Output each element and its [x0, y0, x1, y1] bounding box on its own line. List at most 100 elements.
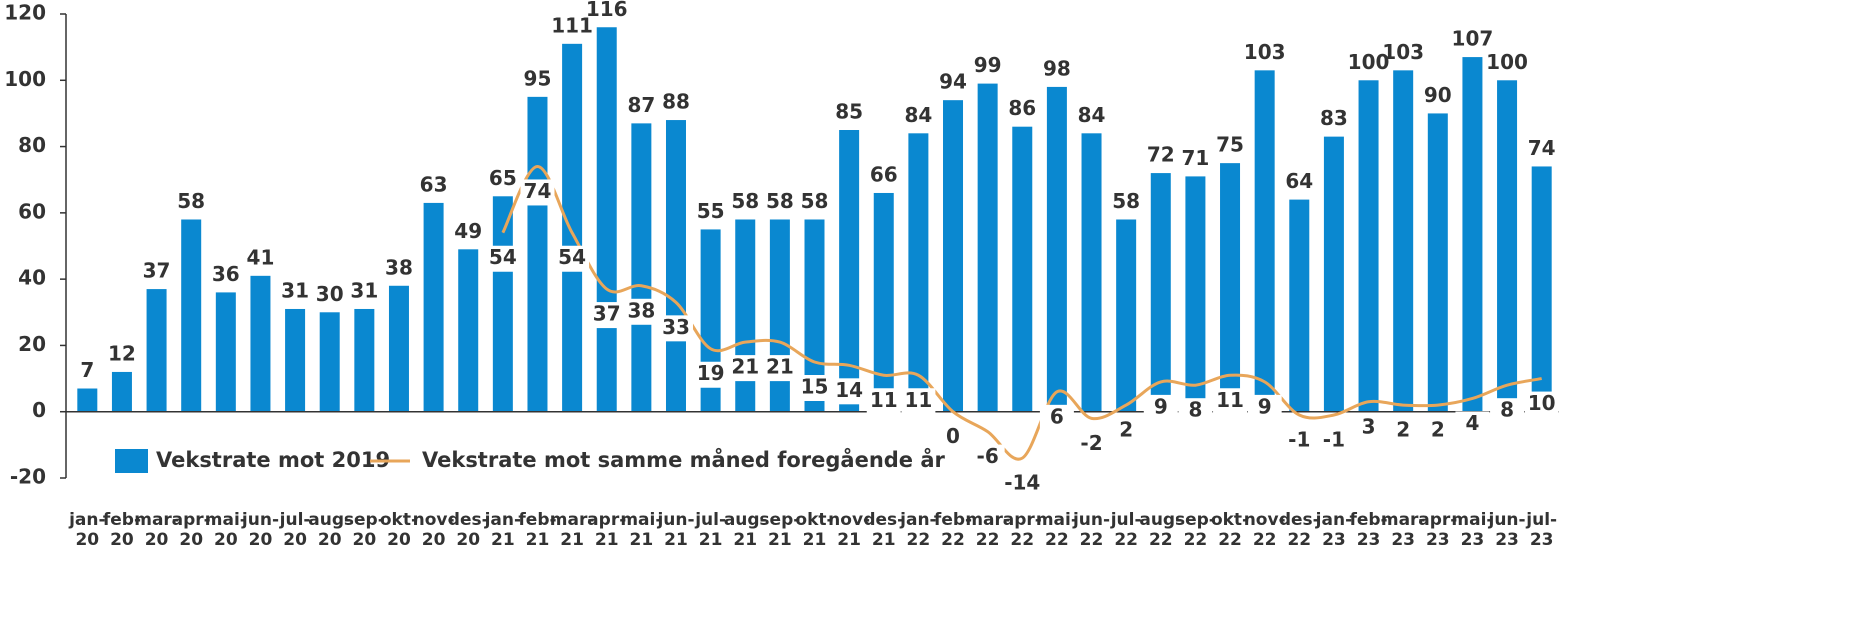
x-tick-part: jul- [279, 510, 311, 530]
bar-label: 58 [1112, 189, 1140, 213]
bar-label: 84 [1078, 103, 1106, 127]
line-label: 9 [1154, 394, 1168, 418]
line-label: 14 [835, 378, 863, 402]
x-tick-part: 21 [560, 530, 584, 550]
bar [1254, 70, 1275, 412]
x-tick-part: 20 [422, 530, 446, 550]
bar [665, 120, 686, 412]
bar-label: 103 [1244, 40, 1286, 64]
line-label-bg [901, 388, 936, 415]
x-tick-label: okt-22 [1211, 510, 1249, 550]
bar-label: 31 [350, 278, 378, 302]
bar-label: 12 [108, 341, 136, 365]
bar [77, 388, 98, 412]
line-label-bg [520, 179, 555, 206]
bar [423, 202, 444, 412]
x-tick-label: okt-20 [380, 510, 418, 550]
bar-label: 85 [835, 100, 863, 124]
x-tick-label: feb-22 [934, 510, 972, 550]
x-tick-part: 21 [837, 530, 861, 550]
x-tick-part: jul- [694, 510, 726, 530]
x-tick-label: apr-22 [1003, 510, 1042, 550]
bar [458, 249, 479, 412]
bar [873, 192, 894, 412]
x-tick-label: apr-20 [172, 510, 211, 550]
bar [250, 275, 271, 412]
bar-label: 30 [316, 282, 344, 306]
bar-label: 75 [1216, 133, 1244, 157]
legend-swatch [115, 449, 148, 473]
x-tick-label: nov-21 [828, 510, 870, 550]
x-tick-part: 22 [1080, 530, 1104, 550]
line-label: 2 [1431, 418, 1445, 442]
x-tick-part: sep- [1175, 510, 1216, 530]
line-label-bg [1490, 398, 1525, 425]
x-tick-part: jan- [1315, 510, 1352, 530]
line-label: 8 [1500, 398, 1514, 422]
y-tick-label: 120 [4, 1, 46, 25]
x-tick-part: apr- [172, 510, 211, 530]
x-tick-label: sep-22 [1175, 510, 1216, 550]
x-tick-label: des-21 [863, 510, 904, 550]
x-tick-part: 21 [699, 530, 723, 550]
line-label-bg [1039, 404, 1074, 431]
x-tick-part: jan- [484, 510, 521, 530]
x-tick-label: mai-23 [1451, 510, 1493, 550]
x-tick-label: mar-20 [134, 510, 179, 550]
bar-label: 66 [870, 162, 898, 186]
bar-label: 84 [904, 103, 932, 127]
bar-label: 71 [1181, 146, 1209, 170]
x-tick-part: mai- [620, 510, 662, 530]
bar [735, 219, 756, 412]
x-tick-part: sep- [759, 510, 800, 530]
line-label: 33 [662, 315, 690, 339]
line-label: 19 [697, 361, 725, 385]
line-label-bg [1213, 388, 1248, 415]
bar-label: 74 [1528, 136, 1556, 160]
bar-label: 58 [801, 189, 829, 213]
x-tick-part: mar- [965, 510, 1010, 530]
x-tick-part: 21 [491, 530, 515, 550]
x-tick-label: mar-23 [1381, 510, 1426, 550]
line-label: 2 [1396, 418, 1410, 442]
line-label-bg [1316, 428, 1351, 455]
bar [1427, 113, 1448, 412]
y-tick-label: 0 [32, 398, 46, 422]
x-tick-label: feb-21 [518, 510, 556, 550]
bar [908, 133, 929, 412]
y-tick-label: 60 [18, 199, 46, 223]
x-tick-label: nov-22 [1244, 510, 1286, 550]
x-tick-label: aug-21 [724, 510, 767, 550]
x-tick-part: 21 [595, 530, 619, 550]
bar [527, 96, 548, 412]
x-tick-label: jul-20 [279, 510, 311, 550]
line-label-bg [1109, 418, 1144, 445]
bar [1185, 176, 1206, 412]
x-tick-part: 22 [941, 530, 965, 550]
x-tick-part: nov- [413, 510, 455, 530]
line-label-bg [970, 444, 1005, 471]
bar-label: 65 [489, 166, 517, 190]
line-label: 37 [593, 302, 621, 326]
x-tick-part: jun- [1072, 510, 1110, 530]
x-tick-part: 20 [249, 530, 273, 550]
line-label: 6 [1050, 404, 1064, 428]
line-label-bg [1005, 471, 1040, 498]
bar [1323, 136, 1344, 412]
bar-label: 94 [939, 70, 967, 94]
line-label-bg [658, 315, 693, 342]
bar-label: 63 [420, 172, 448, 196]
y-tick-label: 20 [18, 332, 46, 356]
x-tick-label: jul-21 [694, 510, 726, 550]
line [501, 164, 1542, 461]
bar [1289, 199, 1310, 412]
bar [1462, 57, 1483, 412]
bar [1150, 173, 1171, 412]
x-tick-label: apr-23 [1418, 510, 1457, 550]
line-label: -14 [1004, 471, 1040, 495]
line-label: 21 [731, 355, 759, 379]
bar [839, 130, 860, 412]
x-tick-part: feb- [1349, 510, 1387, 530]
bar [596, 27, 617, 412]
